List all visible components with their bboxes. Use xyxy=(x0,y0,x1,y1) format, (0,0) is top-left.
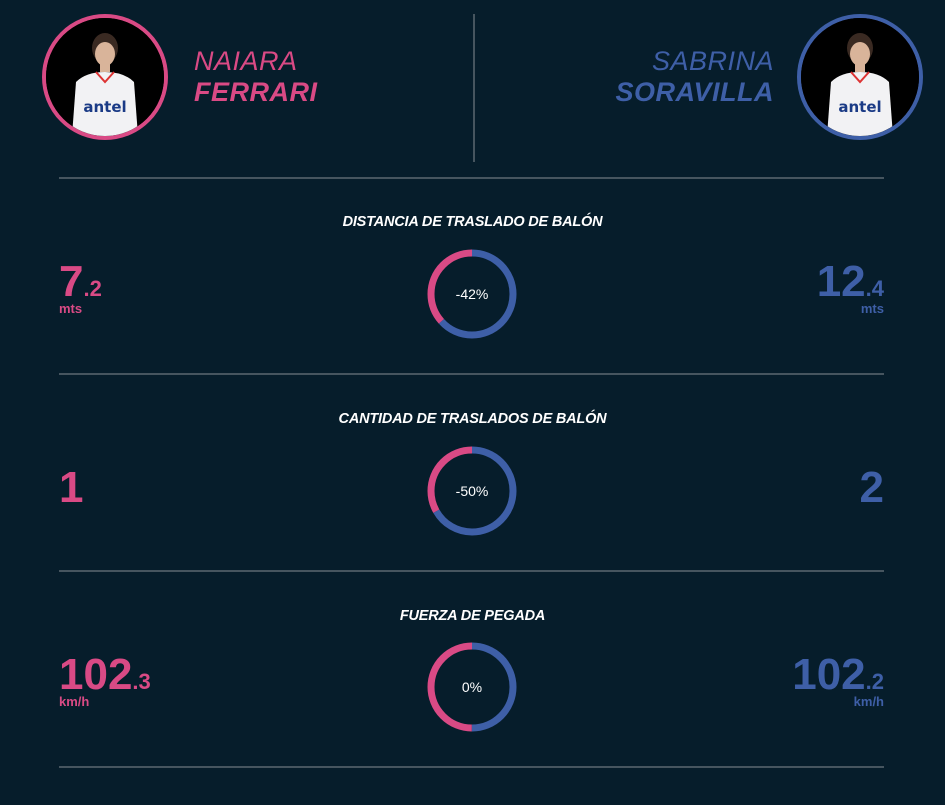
stat-title: DISTANCIA DE TRASLADO DE BALÓN xyxy=(342,214,603,230)
diff-percent: -50% xyxy=(455,483,489,499)
left-value-dec: .3 xyxy=(132,669,151,694)
left-value: 1 xyxy=(59,466,83,510)
player-right-name: SABRINA SORAVILLA xyxy=(616,46,775,108)
divider-line xyxy=(59,766,884,768)
ring-left-arc xyxy=(427,446,517,536)
left-value-int: 102 xyxy=(59,650,133,699)
player-left-name: NAIARA FERRARI xyxy=(194,46,318,108)
player-photo-icon: antel xyxy=(46,18,164,136)
ring-chart xyxy=(427,446,517,536)
right-value-dec: .2 xyxy=(865,669,884,694)
ring-left-arc xyxy=(427,249,517,339)
svg-text:antel: antel xyxy=(83,98,126,116)
player-left-avatar: antel xyxy=(42,14,168,140)
divider-line xyxy=(59,570,884,572)
player-left-first-name: NAIARA xyxy=(194,46,298,76)
player-right-first-name: SABRINA xyxy=(651,46,774,76)
comparison-ring: 0% xyxy=(426,641,518,733)
right-value-int: 102 xyxy=(792,650,866,699)
diff-percent: 0% xyxy=(461,679,483,695)
ring-chart xyxy=(427,249,517,339)
header-divider xyxy=(473,14,475,162)
left-value: 7.2 xyxy=(59,260,102,304)
right-value: 102.2 xyxy=(792,653,884,697)
right-value: 2 xyxy=(860,466,884,510)
right-value: 12.4 xyxy=(817,260,884,304)
left-value: 102.3 xyxy=(59,653,151,697)
right-unit: mts xyxy=(860,301,884,316)
diff-percent: -42% xyxy=(455,286,489,302)
right-unit: km/h xyxy=(853,694,884,709)
player-right-avatar: antel xyxy=(797,14,923,140)
right-value-int: 2 xyxy=(859,463,884,512)
divider-line xyxy=(59,177,884,179)
svg-text:antel: antel xyxy=(838,98,881,116)
left-value-dec: .2 xyxy=(83,276,102,301)
left-unit: mts xyxy=(59,301,83,316)
right-value-dec: .4 xyxy=(865,276,884,301)
stat-title: FUERZA DE PEGADA xyxy=(399,608,546,624)
player-photo-icon: antel xyxy=(801,18,919,136)
comparison-ring: -42% xyxy=(426,248,518,340)
right-value-int: 12 xyxy=(816,257,866,306)
ring-left-arc xyxy=(427,642,517,732)
player-left-last-name: FERRARI xyxy=(194,77,318,107)
left-unit: km/h xyxy=(59,694,90,709)
left-value-int: 7 xyxy=(59,257,84,306)
ring-chart xyxy=(427,642,517,732)
divider-line xyxy=(59,373,884,375)
left-value-int: 1 xyxy=(59,463,84,512)
player-right-last-name: SORAVILLA xyxy=(615,77,774,107)
comparison-ring: -50% xyxy=(426,445,518,537)
stat-title: CANTIDAD DE TRASLADOS DE BALÓN xyxy=(338,411,607,427)
